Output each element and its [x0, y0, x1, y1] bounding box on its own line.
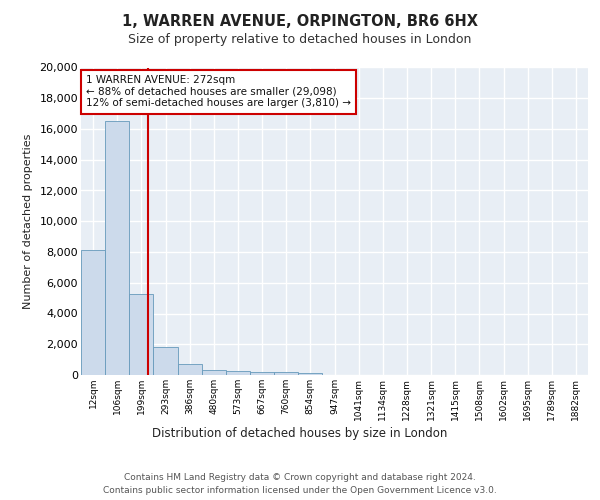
Text: Size of property relative to detached houses in London: Size of property relative to detached ho… [128, 32, 472, 46]
Text: 1, WARREN AVENUE, ORPINGTON, BR6 6HX: 1, WARREN AVENUE, ORPINGTON, BR6 6HX [122, 14, 478, 29]
Text: Contains public sector information licensed under the Open Government Licence v3: Contains public sector information licen… [103, 486, 497, 495]
Bar [154, 346, 178, 375]
Bar [81, 250, 105, 375]
Bar [105, 122, 129, 375]
Bar [202, 370, 226, 375]
Bar [226, 372, 250, 375]
Bar [250, 372, 274, 375]
Bar [129, 294, 154, 375]
Bar [178, 364, 202, 375]
Text: 1 WARREN AVENUE: 272sqm
← 88% of detached houses are smaller (29,098)
12% of sem: 1 WARREN AVENUE: 272sqm ← 88% of detache… [86, 75, 351, 108]
Bar [274, 372, 298, 375]
Text: Distribution of detached houses by size in London: Distribution of detached houses by size … [152, 428, 448, 440]
Bar [298, 373, 322, 375]
Y-axis label: Number of detached properties: Number of detached properties [23, 134, 32, 309]
Text: Contains HM Land Registry data © Crown copyright and database right 2024.: Contains HM Land Registry data © Crown c… [124, 472, 476, 482]
